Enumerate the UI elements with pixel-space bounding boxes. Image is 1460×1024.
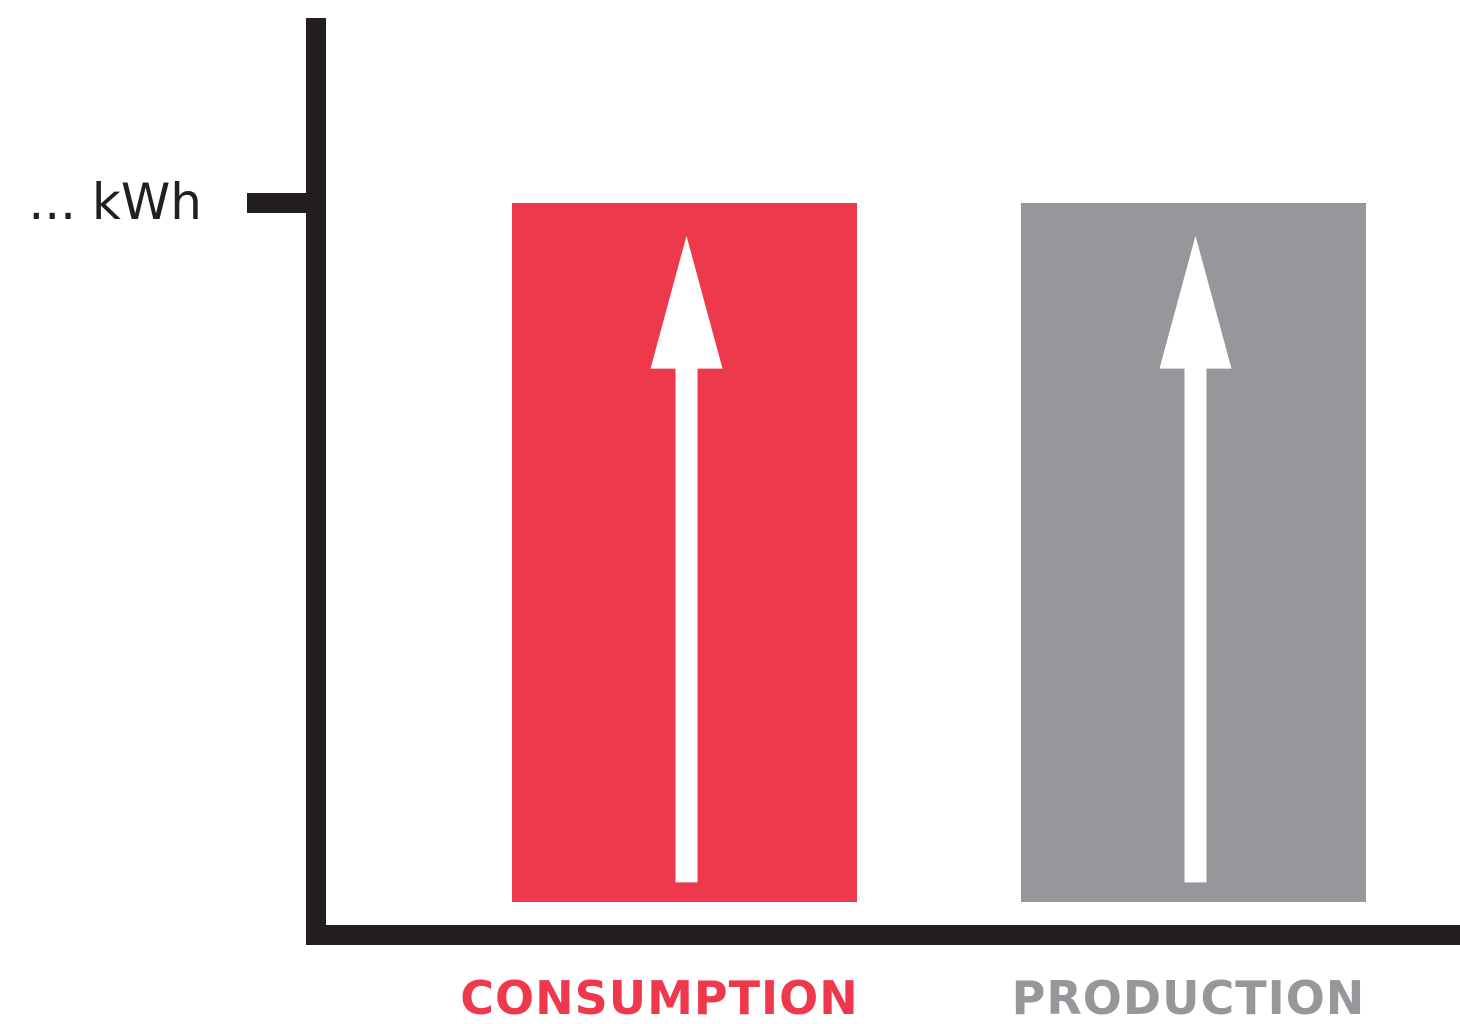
category-label-production: PRODUCTION (1012, 971, 1366, 1024)
category-labels: CONSUMPTION PRODUCTION (460, 971, 1366, 1024)
y-axis-tick-label: ... kWh (28, 173, 202, 231)
up-arrow-icon (1159, 235, 1232, 883)
up-arrow-icon (650, 235, 723, 883)
category-label-consumption: CONSUMPTION (460, 971, 858, 1024)
bars-group (512, 202, 1366, 902)
